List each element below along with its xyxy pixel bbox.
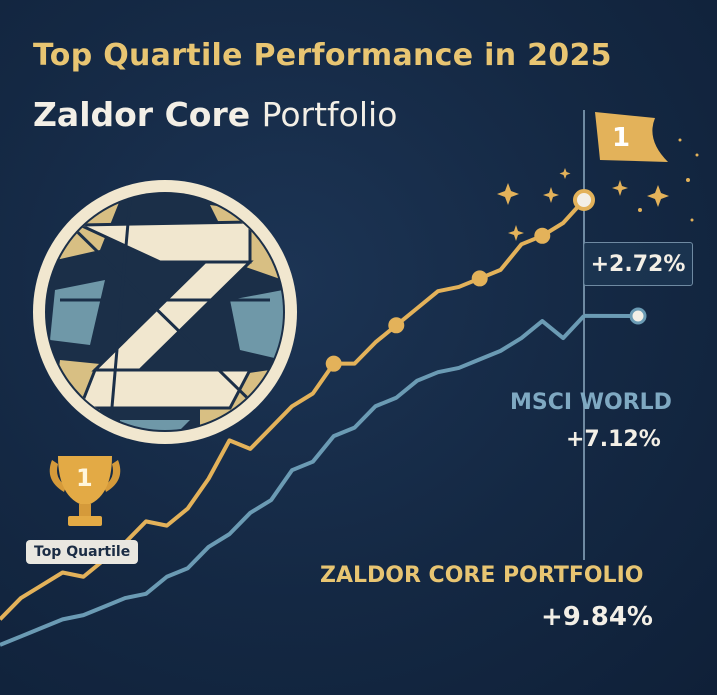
series-line-benchmark <box>0 314 586 647</box>
portfolio-point-marker <box>534 227 551 244</box>
outperformance-callout: +2.72% <box>583 242 693 286</box>
portfolio-logo-icon <box>33 180 297 444</box>
flag-icon <box>595 112 668 162</box>
portfolio-end-marker <box>573 189 595 211</box>
subtitle-bold: Zaldor Core <box>33 95 251 134</box>
trophy-rank: 1 <box>76 464 93 492</box>
top-quartile-badge: Top Quartile <box>26 540 139 564</box>
subtitle-light: Portfolio <box>261 95 398 134</box>
outperformance-value: +2.72% <box>590 251 686 277</box>
benchmark-series-name: MSCI WORLD <box>510 390 672 415</box>
chart-subtitle: Zaldor Core Portfolio <box>33 95 397 134</box>
portfolio-point-marker <box>471 270 488 287</box>
benchmark-end-marker <box>629 307 647 325</box>
portfolio-series-value: +9.84% <box>541 602 653 632</box>
trophy-icon <box>49 456 121 526</box>
portfolio-point-marker <box>388 317 405 334</box>
portfolio-point-marker <box>325 355 342 372</box>
sparkle-icon <box>497 138 699 241</box>
flag-rank: 1 <box>612 123 631 153</box>
chart-title: Top Quartile Performance in 2025 <box>33 38 612 73</box>
benchmark-series-value: +7.12% <box>566 427 661 452</box>
portfolio-series-name: ZALDOR CORE PORTFOLIO <box>320 563 644 588</box>
